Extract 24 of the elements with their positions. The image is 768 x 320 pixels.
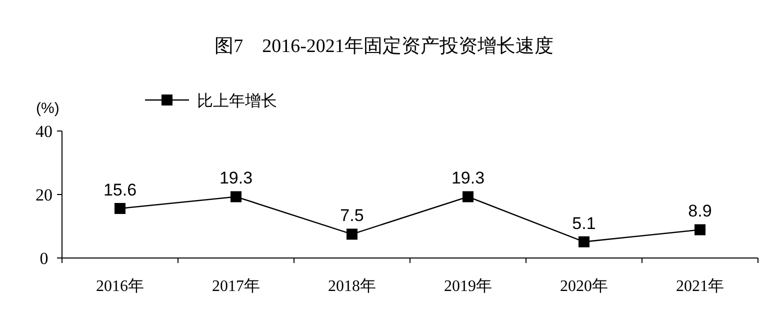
y-tick-label: 0 [40,249,48,268]
data-label: 8.9 [688,202,712,221]
y-axis-title: (%) [36,100,60,117]
point [694,224,706,236]
point [346,228,358,240]
legend-label: 比上年增长 [197,92,277,110]
x-tick-label: 2017年 [212,278,260,295]
point [578,236,590,248]
x-tick-label: 2020年 [560,278,608,295]
data-label: 15.6 [103,180,137,200]
chart-title: 图7 2016-2021年固定资产投资增长速度 [214,35,554,57]
y-tick-label: 20 [36,186,52,204]
data-label: 19.3 [451,168,485,188]
x-tick-label: 2016年 [96,278,144,295]
point [462,191,474,202]
x-tick-label: 2021年 [676,278,724,295]
point [230,191,242,202]
data-label: 19.3 [219,168,253,188]
point [114,202,126,214]
y-tick-label: 40 [36,122,52,141]
x-tick-label: 2018年 [328,278,376,295]
data-label: 5.1 [572,214,596,233]
data-label: 7.5 [340,206,364,226]
x-tick-label: 2019年 [444,278,492,295]
